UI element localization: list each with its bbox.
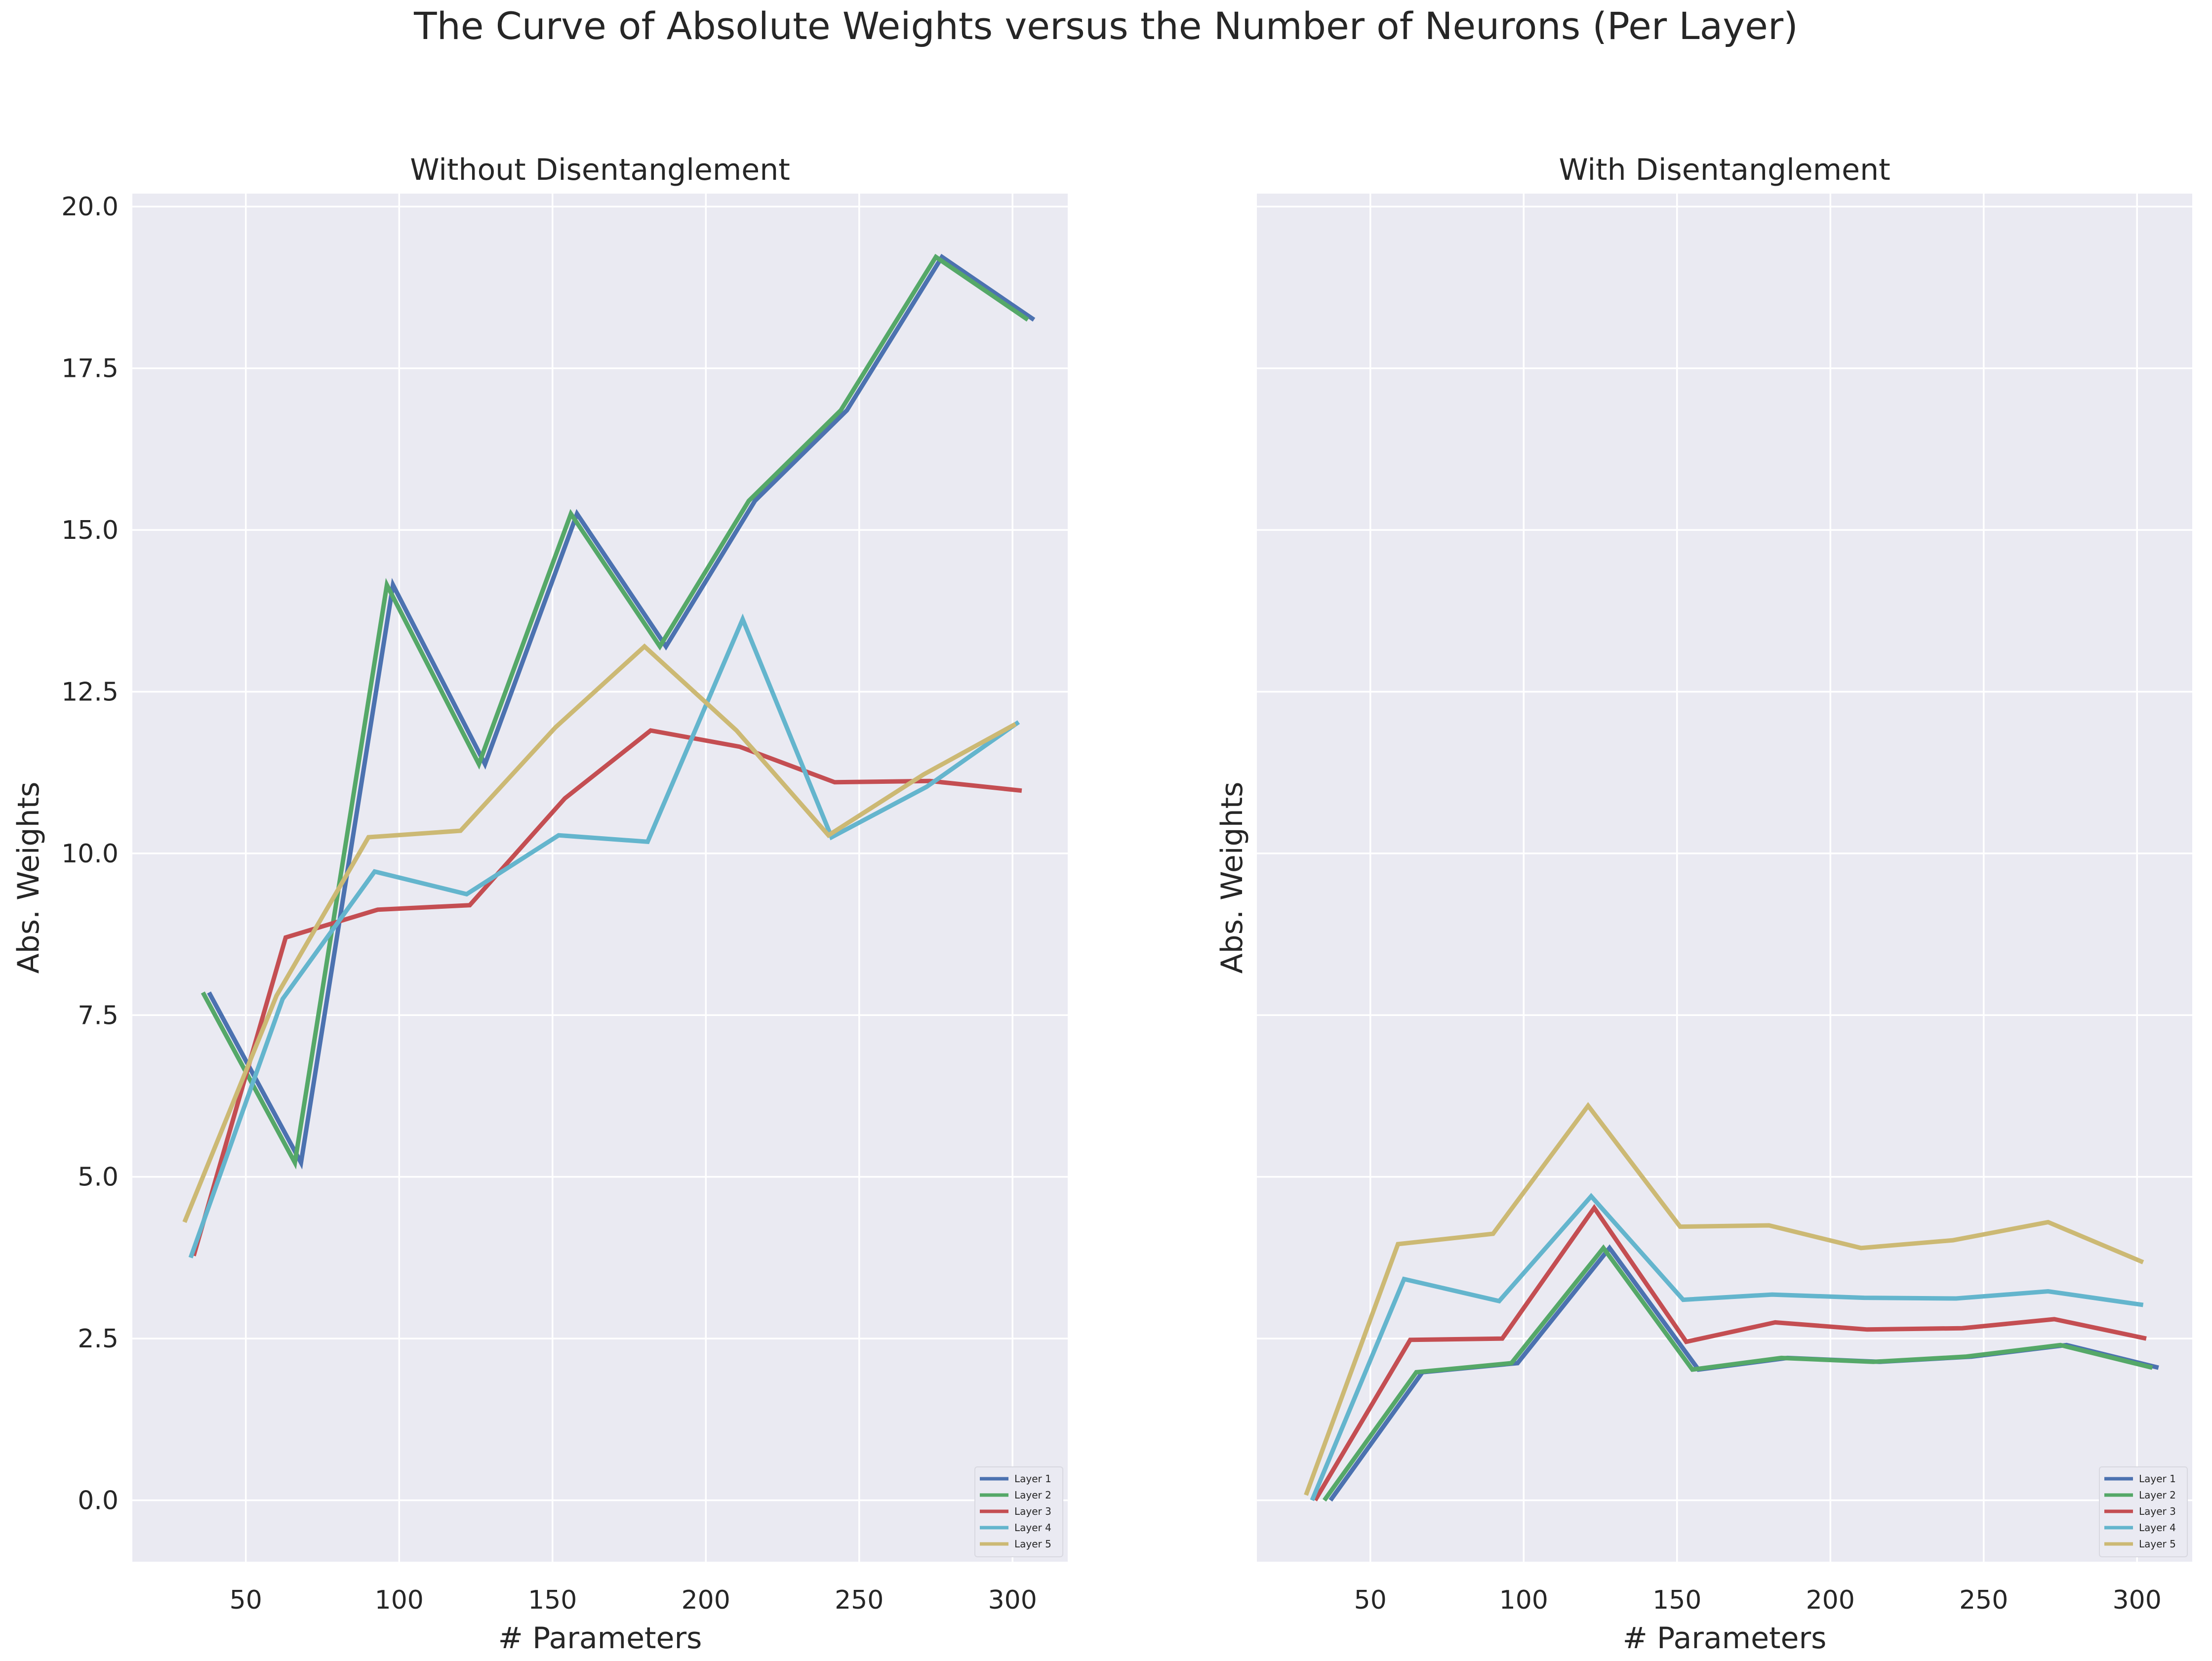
panel-1-x-axis-label: # Parameters xyxy=(498,1621,702,1656)
panel-2-legend-label-1: Layer 1 xyxy=(2139,1473,2176,1485)
panel-1-series-line-3 xyxy=(191,728,1022,1256)
panel-1-y-tick-label: 17.5 xyxy=(61,354,119,384)
panel-1-y-axis-label: Abs. Weights xyxy=(11,782,46,974)
panel-2-legend-label-5: Layer 5 xyxy=(2139,1538,2176,1550)
panel-2-x-tick-label: 150 xyxy=(1652,1585,1701,1615)
panel-1-x-tick-label: 250 xyxy=(835,1585,884,1615)
panel-2-title: With Disentanglement xyxy=(1559,153,1890,187)
panel-2-legend-frame xyxy=(2099,1466,2188,1557)
panel-2: 50 100 150 200 250 300 With Disentanglement # P… xyxy=(1215,153,2192,1656)
panel-1-legend-label-5: Layer 5 xyxy=(1014,1538,1051,1550)
panel-2-x-tick-label: 100 xyxy=(1499,1585,1548,1615)
panel-2-y-axis-label: Abs. Weights xyxy=(1215,782,1249,974)
figure-title: The Curve of Absolute Weights versus the… xyxy=(414,4,1798,48)
panel-2-x-tick-label: 50 xyxy=(1354,1585,1387,1615)
panel-2-legend-label-3: Layer 3 xyxy=(2139,1505,2176,1517)
panel-2-x-axis-label: # Parameters xyxy=(1623,1621,1827,1656)
panel-1-plot-area xyxy=(132,194,1068,1562)
panel-2-series-line-5 xyxy=(1304,1102,2144,1496)
panel-1-legend-label-2: Layer 2 xyxy=(1014,1489,1051,1501)
panel-1-y-tick-label: 15.0 xyxy=(61,516,119,545)
panel-1-y-tick-label: 10.0 xyxy=(61,839,119,869)
panel-1-x-tick-label: 300 xyxy=(988,1585,1037,1615)
panel-1-legend-frame xyxy=(974,1466,1063,1557)
panel-2-legend: Layer 1 Layer 2 Layer 3 Layer 4 Layer 5 xyxy=(2099,1466,2188,1557)
panel-1-y-tick-label: 20.0 xyxy=(61,192,119,222)
panel-2-legend-label-2: Layer 2 xyxy=(2139,1489,2176,1501)
panel-1-y-tick-label: 2.5 xyxy=(78,1324,119,1354)
panel-1-x-tick-label: 150 xyxy=(528,1585,577,1615)
panel-2-series-line-4 xyxy=(1310,1193,2144,1501)
panel-1-x-tick-label: 50 xyxy=(230,1585,262,1615)
panel-1-y-tick-label: 7.5 xyxy=(78,1001,119,1030)
panel-1-y-tick-label: 12.5 xyxy=(61,677,119,707)
panel-2-x-tick-label: 200 xyxy=(1806,1585,1855,1615)
panel-2-plot-area xyxy=(1257,194,2192,1562)
panel-2-x-tick-label: 300 xyxy=(2113,1585,2162,1615)
panel-1: 50 100 150 200 250 300 0.0 2.5 5.0 7.5 10.0 12.5 15.… xyxy=(11,153,1068,1656)
panel-1-y-tick-label: 0.0 xyxy=(78,1486,119,1516)
panel-1-y-tick-label: 5.0 xyxy=(78,1163,119,1192)
panel-1-series-line-2 xyxy=(201,253,1029,1170)
panel-1-title: Without Disentanglement xyxy=(410,153,790,187)
panel-1-legend-label-3: Layer 3 xyxy=(1014,1505,1051,1517)
panel-1-legend: Layer 1 Layer 2 Layer 3 Layer 4 Layer 5 xyxy=(974,1466,1063,1557)
panel-2-series-line-3 xyxy=(1313,1204,2147,1501)
panel-2-x-tick-label: 250 xyxy=(1959,1585,2008,1615)
panel-1-legend-label-4: Layer 4 xyxy=(1014,1522,1051,1534)
panel-1-x-tick-label: 100 xyxy=(375,1585,424,1615)
panel-1-x-tick-label: 200 xyxy=(682,1585,730,1615)
panel-2-series-line-2 xyxy=(1322,1244,2153,1502)
panel-1-legend-label-1: Layer 1 xyxy=(1014,1473,1051,1485)
panel-1-series-line-5 xyxy=(182,643,1017,1223)
panel-1-series-line-4 xyxy=(188,613,1020,1258)
panel-2-legend-label-4: Layer 4 xyxy=(2139,1522,2176,1534)
